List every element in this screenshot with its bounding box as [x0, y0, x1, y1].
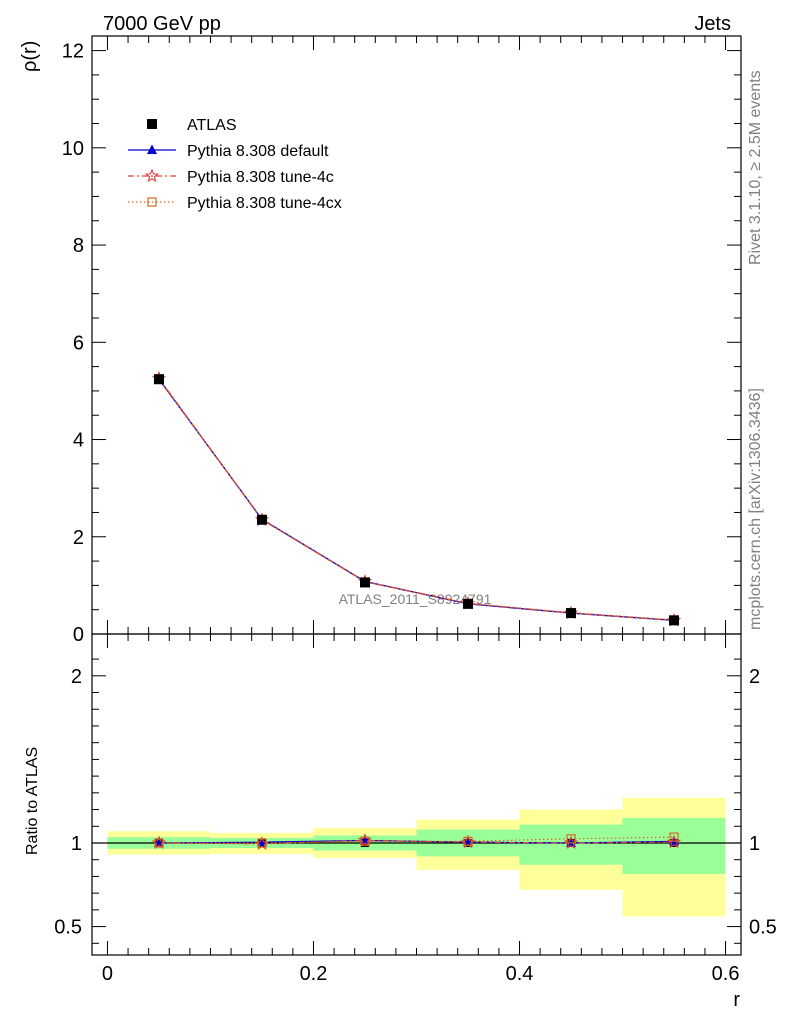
ratio-point-open-square — [566, 834, 576, 844]
ratio-point-open-square — [154, 838, 164, 848]
ratio-ytick-label: 2 — [71, 666, 82, 688]
ratio-series-line — [158, 836, 675, 844]
ratio-xtick-label: 0.6 — [712, 963, 740, 985]
ratio-ytick-label-right: 2 — [749, 666, 760, 688]
ratio-series-line — [158, 839, 675, 845]
ratio-point-open-square — [257, 838, 267, 848]
main-ytick-label: 4 — [73, 430, 84, 452]
main-ytick-label: 0 — [73, 624, 84, 646]
main-point-square — [669, 615, 680, 626]
ratio-ytick-label-right: 0.5 — [749, 917, 777, 939]
ratio-ytick-label: 1 — [71, 833, 82, 855]
ratio-point-open-square — [463, 836, 473, 846]
ratio-xtick-label: 0.4 — [506, 963, 534, 985]
ratio-point-open-square — [360, 836, 370, 846]
main-ytick-label: 6 — [73, 332, 84, 354]
legend-marker-star — [144, 168, 160, 183]
ratio-panel: 0.5 0.5 1 1 2 2 0 0.2 0.4 0.6 — [54, 633, 777, 985]
ratio-point-open-square — [669, 832, 679, 842]
legend-label: ATLAS — [187, 117, 237, 134]
main-series-line — [158, 378, 675, 621]
main-point-square — [256, 514, 267, 525]
main-series-line — [158, 377, 675, 622]
legend: ATLAS Pythia 8.308 default Pythia 8.308 tu… — [128, 117, 342, 212]
watermark: ATLAS_2011_S8924791 — [339, 591, 492, 607]
legend-marker-open-square — [147, 197, 157, 207]
legend-marker-triangle — [147, 144, 157, 154]
main-series-line — [158, 378, 675, 622]
ratio-ytick-label-right: 1 — [749, 833, 760, 855]
main-point-square — [566, 608, 577, 619]
mcplots-label: mcplots.cern.ch [arXiv:1306.3436] — [747, 388, 764, 630]
legend-marker-square — [147, 119, 157, 129]
ratio-xlabel: r — [733, 989, 740, 1011]
ratio-point-triangle — [256, 836, 267, 847]
header-right: Jets — [694, 13, 731, 35]
main-ylabel: ρ(r) — [19, 41, 41, 72]
main-ytick-label: 12 — [62, 41, 84, 63]
main-point-square — [153, 374, 164, 385]
main-point-square — [463, 598, 474, 609]
ratio-ylabel: Ratio to ATLAS — [24, 747, 41, 855]
ratio-ytick-label: 0.5 — [54, 917, 82, 939]
main-ytick-label: 8 — [73, 235, 84, 257]
main-ytick-label: 2 — [73, 527, 84, 549]
header-left: 7000 GeV pp — [103, 13, 221, 35]
rivet-label: Rivet 3.1.10, ≥ 2.5M events — [747, 70, 764, 265]
legend-label: Pythia 8.308 tune-4cx — [187, 195, 342, 212]
main-point-square — [359, 577, 370, 588]
main-panel: 0 2 4 6 8 10 12 — [62, 35, 742, 646]
legend-label: Pythia 8.308 default — [187, 143, 329, 160]
legend-label: Pythia 8.308 tune-4c — [187, 169, 334, 186]
ratio-xtick-label: 0 — [102, 963, 113, 985]
ratio-xtick-label: 0.2 — [300, 963, 328, 985]
main-ytick-label: 10 — [62, 138, 84, 160]
